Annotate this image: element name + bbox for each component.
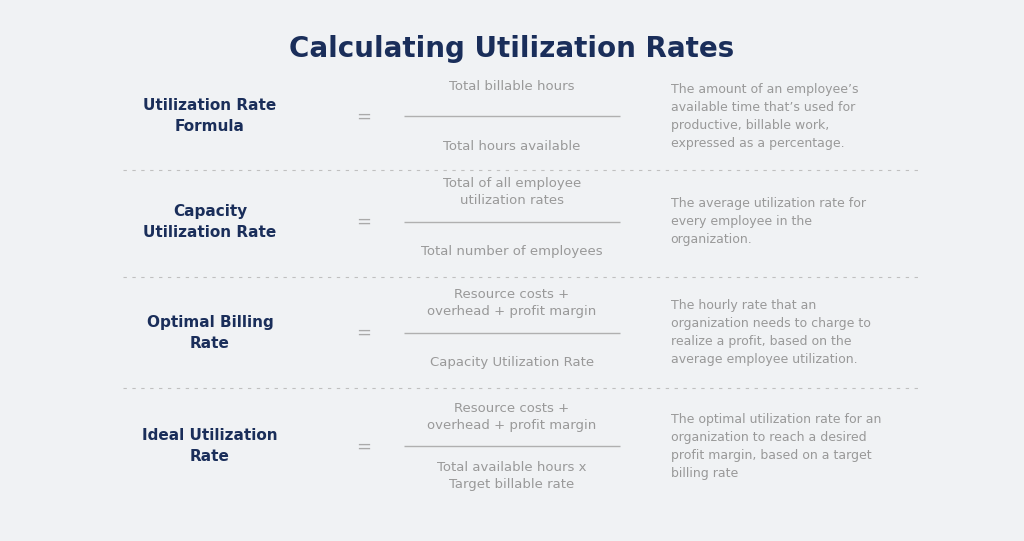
Text: The average utilization rate for
every employee in the
organization.: The average utilization rate for every e… — [671, 197, 865, 246]
Text: Total hours available: Total hours available — [443, 140, 581, 153]
Text: The hourly rate that an
organization needs to charge to
realize a profit, based : The hourly rate that an organization nee… — [671, 299, 870, 366]
Text: Total number of employees: Total number of employees — [421, 245, 603, 258]
Text: Calculating Utilization Rates: Calculating Utilization Rates — [290, 35, 734, 63]
Text: Ideal Utilization
Rate: Ideal Utilization Rate — [142, 428, 278, 464]
Text: Resource costs +
overhead + profit margin: Resource costs + overhead + profit margi… — [427, 401, 597, 432]
Text: Resource costs +
overhead + profit margin: Resource costs + overhead + profit margi… — [427, 288, 597, 318]
Text: Capacity Utilization Rate: Capacity Utilization Rate — [430, 356, 594, 369]
Text: Capacity
Utilization Rate: Capacity Utilization Rate — [143, 204, 276, 240]
Text: =: = — [356, 324, 371, 342]
Text: Total of all employee
utilization rates: Total of all employee utilization rates — [442, 177, 582, 207]
Text: =: = — [356, 107, 371, 126]
Text: Total available hours x
Target billable rate: Total available hours x Target billable … — [437, 461, 587, 491]
Text: =: = — [356, 213, 371, 231]
Text: Total billable hours: Total billable hours — [450, 80, 574, 93]
Text: The amount of an employee’s
available time that’s used for
productive, billable : The amount of an employee’s available ti… — [671, 83, 858, 150]
Text: =: = — [356, 437, 371, 456]
Text: Optimal Billing
Rate: Optimal Billing Rate — [146, 315, 273, 351]
Text: The optimal utilization rate for an
organization to reach a desired
profit margi: The optimal utilization rate for an orga… — [671, 413, 881, 480]
Text: Utilization Rate
Formula: Utilization Rate Formula — [143, 98, 276, 134]
